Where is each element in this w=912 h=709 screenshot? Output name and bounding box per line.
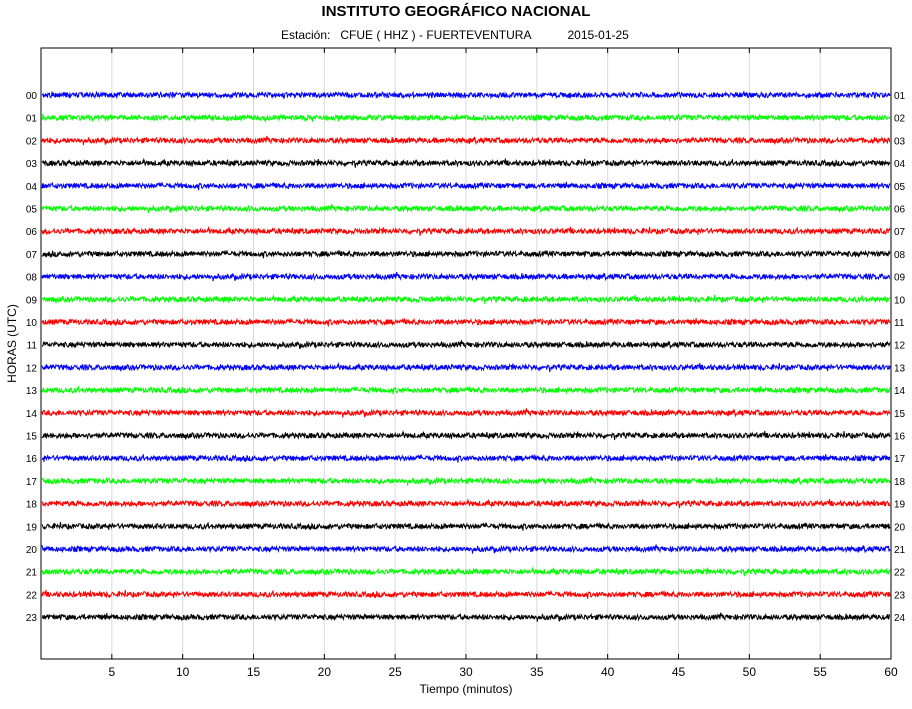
hour-label-left: 03 xyxy=(26,159,38,170)
hour-label-right: 24 xyxy=(894,613,906,624)
trace-hour-01 xyxy=(41,113,891,123)
hour-label-right: 18 xyxy=(894,477,906,488)
chart-subtitle: Estación: CFUE ( HHZ ) - FUERTEVENTURA 201… xyxy=(281,28,629,42)
hour-label-left: 19 xyxy=(26,522,38,533)
x-tick-label: 25 xyxy=(388,665,402,679)
hour-label-left: 16 xyxy=(26,454,38,465)
x-tick-label: 15 xyxy=(247,665,261,679)
trace-hour-11 xyxy=(41,340,891,350)
trace-hour-10 xyxy=(41,317,891,327)
hour-label-right: 19 xyxy=(894,500,906,511)
hour-label-left: 23 xyxy=(26,613,38,624)
x-axis-ticks: 5 10 15 20 25 30 35 40 45 50 55 60 xyxy=(108,48,898,679)
hour-label-left: 18 xyxy=(26,500,38,511)
hour-label-right: 10 xyxy=(894,295,906,306)
hour-label-left: 11 xyxy=(27,341,38,352)
trace-hour-16 xyxy=(41,453,891,463)
hour-label-left: 17 xyxy=(26,477,38,488)
trace-hour-08 xyxy=(41,271,891,282)
hour-label-left: 12 xyxy=(26,363,38,374)
trace-hour-07 xyxy=(41,249,891,259)
hour-label-left: 10 xyxy=(26,318,38,329)
hour-label-left: 09 xyxy=(26,295,38,306)
trace-hour-02 xyxy=(41,135,891,146)
hour-label-right: 04 xyxy=(894,159,906,170)
x-tick-label: 10 xyxy=(176,665,190,679)
seismic-traces xyxy=(41,90,891,622)
trace-hour-15 xyxy=(41,430,891,441)
x-tick-label: 55 xyxy=(813,665,827,679)
y-axis-label: HORAS (UTC) xyxy=(5,304,19,383)
trace-hour-03 xyxy=(41,157,891,168)
x-tick-label: 5 xyxy=(108,665,115,679)
hour-label-left: 22 xyxy=(26,590,38,601)
x-axis-label: Tiempo (minutos) xyxy=(420,682,513,696)
hour-label-right: 09 xyxy=(894,273,906,284)
trace-hour-09 xyxy=(41,293,891,304)
hour-label-left: 14 xyxy=(26,409,38,420)
left-hour-ticks: 00 01 02 03 04 05 06 07 08 09 10 11 12 13 14 15 16 17 18 19… xyxy=(26,91,38,624)
x-tick-label: 50 xyxy=(743,665,757,679)
hour-label-right: 13 xyxy=(894,363,906,374)
hour-label-left: 07 xyxy=(26,250,38,261)
hour-label-left: 02 xyxy=(26,136,38,147)
hour-label-right: 23 xyxy=(894,590,906,601)
trace-hour-14 xyxy=(41,408,891,418)
hour-label-left: 08 xyxy=(26,273,38,284)
trace-hour-23 xyxy=(41,612,891,622)
hour-label-right: 16 xyxy=(894,432,906,443)
hour-label-left: 20 xyxy=(26,545,38,556)
hour-label-right: 06 xyxy=(894,205,906,216)
x-tick-label: 20 xyxy=(318,665,332,679)
hour-label-left: 21 xyxy=(26,568,38,579)
x-tick-label: 40 xyxy=(601,665,615,679)
record-date: 2015-01-25 xyxy=(567,28,629,42)
hour-label-left: 06 xyxy=(26,227,38,238)
hour-label-right: 01 xyxy=(894,91,906,102)
trace-hour-04 xyxy=(41,181,891,191)
x-tick-label: 35 xyxy=(530,665,544,679)
hour-label-left: 05 xyxy=(26,205,38,216)
hour-label-right: 11 xyxy=(894,318,905,329)
hour-label-left: 04 xyxy=(26,182,38,193)
hour-label-left: 01 xyxy=(26,114,38,125)
trace-hour-18 xyxy=(41,498,891,509)
trace-hour-12 xyxy=(41,361,891,373)
vertical-gridlines xyxy=(111,48,821,659)
hour-label-right: 07 xyxy=(894,227,906,238)
trace-hour-20 xyxy=(41,544,891,554)
station-name: CFUE ( HHZ ) - FUERTEVENTURA xyxy=(340,28,532,42)
hour-label-right: 22 xyxy=(894,568,906,579)
x-tick-label: 30 xyxy=(459,665,473,679)
hour-label-right: 12 xyxy=(894,341,906,352)
trace-hour-21 xyxy=(41,566,891,577)
trace-hour-13 xyxy=(41,385,891,395)
hour-label-left: 00 xyxy=(26,91,38,102)
hour-label-right: 03 xyxy=(894,136,906,147)
trace-hour-17 xyxy=(41,476,891,486)
hour-label-right: 14 xyxy=(894,386,906,397)
x-tick-label: 60 xyxy=(884,665,898,679)
hour-label-right: 08 xyxy=(894,250,906,261)
hour-label-right: 17 xyxy=(894,454,906,465)
hour-label-right: 21 xyxy=(894,545,906,556)
trace-hour-06 xyxy=(41,225,891,236)
page-title: INSTITUTO GEOGRÁFICO NACIONAL xyxy=(321,3,591,20)
hour-label-right: 15 xyxy=(894,409,906,420)
right-hour-ticks: 01 02 03 04 05 06 07 08 09 10 11 12 13 14 15 16 17 18 19 20… xyxy=(894,91,906,624)
station-label: Estación: xyxy=(281,28,331,42)
hour-label-left: 13 xyxy=(26,386,38,397)
hour-label-right: 02 xyxy=(894,114,906,125)
hour-label-left: 15 xyxy=(26,432,38,443)
x-tick-label: 45 xyxy=(672,665,686,679)
hour-label-right: 20 xyxy=(894,522,906,533)
trace-hour-22 xyxy=(41,589,891,599)
trace-hour-19 xyxy=(41,521,891,531)
hour-label-right: 05 xyxy=(894,182,906,193)
trace-hour-05 xyxy=(41,203,891,214)
trace-hour-00 xyxy=(42,90,891,100)
